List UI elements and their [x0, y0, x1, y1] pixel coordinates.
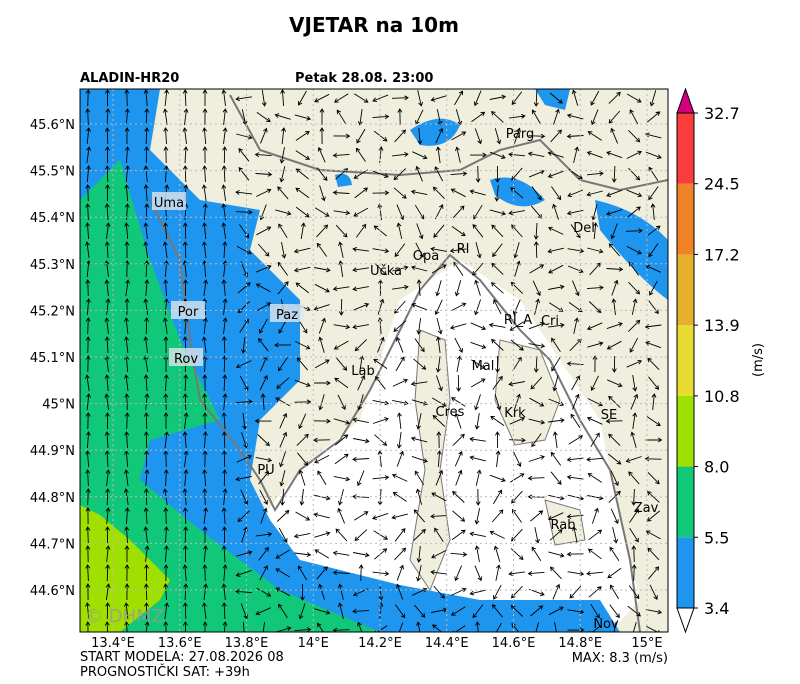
place-label: Uma — [154, 196, 184, 211]
under-triangle — [676, 607, 695, 634]
colorbar-label: 24.5 — [704, 175, 740, 194]
colorbar-label: 13.9 — [704, 316, 740, 335]
label-box — [171, 301, 205, 319]
model-name: ALADIN-HR20 — [80, 71, 179, 86]
forecast-hour: PROGNOSTIČKI SAT: +39h — [80, 664, 250, 680]
colorbar-unit: (m/s) — [751, 343, 766, 377]
colorbar-label: 3.4 — [704, 599, 729, 618]
colorbar-label: 17.2 — [704, 245, 740, 264]
place-label: Zav — [634, 501, 659, 516]
color-segment — [677, 395, 694, 467]
place-label: RI_A — [504, 313, 532, 328]
wind-band-blue — [80, 89, 620, 632]
place-label: Cres — [436, 405, 465, 420]
place-label: SE — [601, 408, 617, 423]
color-segment — [677, 113, 694, 184]
sea — [260, 260, 640, 632]
lat-label: 45.1°N — [30, 351, 75, 366]
place-label: Rov — [174, 352, 198, 367]
map-labels: 45.6°N 45.5°N 45.4°N 45.3°N 45.2°N 45.1°N 45°N… — [30, 118, 663, 651]
place-label: Por — [178, 305, 199, 320]
max-wind: MAX: 8.3 (m/s) — [572, 651, 668, 666]
lat-label: 45.5°N — [30, 165, 75, 180]
coastline — [149, 94, 668, 632]
lon-label: 13.4°E — [91, 636, 135, 651]
map-frame — [79, 88, 669, 633]
place-label: Nov — [593, 617, 619, 632]
over-triangle — [676, 87, 695, 114]
title: VJETAR na 10m — [289, 13, 459, 37]
color-segment — [677, 537, 694, 608]
lat-label: 44.7°N — [30, 537, 75, 552]
place-label: Mal — [472, 359, 495, 374]
place-label: Lab — [351, 364, 374, 379]
colorbar-label: 10.8 — [704, 387, 740, 406]
label-box — [152, 192, 186, 210]
color-segment — [677, 325, 694, 396]
arrow-field — [84, 89, 663, 632]
place-label: Parg — [506, 127, 535, 142]
place-label: Paz — [276, 308, 298, 323]
wind-band-green — [80, 160, 380, 632]
place-label: Cri — [541, 314, 559, 329]
watermark: © DHMZ — [85, 606, 164, 627]
lat-label: 44.6°N — [30, 584, 75, 599]
valid-time: Petak 28.08. 23:00 — [295, 71, 433, 86]
colorbar-frame — [676, 112, 695, 609]
lon-label: 14.4°E — [425, 636, 469, 651]
lon-label: 14.6°E — [492, 636, 536, 651]
label-box — [169, 348, 203, 366]
lat-label: 44.8°N — [30, 491, 75, 506]
place-label: Del — [573, 221, 595, 236]
graticule — [80, 89, 668, 632]
place-label: Rab — [551, 518, 576, 533]
lat-label: 44.9°N — [30, 444, 75, 459]
wind-arrows — [84, 89, 663, 632]
map: © DHMZ — [80, 89, 668, 632]
lat-label: 45.6°N — [30, 118, 75, 133]
place-label: Krk — [504, 406, 526, 421]
label-box — [270, 304, 304, 322]
place-label: RI — [457, 242, 470, 257]
lat-label: 45°N — [42, 398, 75, 413]
lon-label: 14°E — [298, 636, 329, 651]
lon-label: 13.6°E — [158, 636, 202, 651]
lon-label: 14.2°E — [358, 636, 402, 651]
place-label: Opa — [413, 249, 439, 264]
model-start: START MODELA: 27.08.2026 08 — [80, 650, 284, 665]
colorbar: 3.4 5.5 8.0 10.8 13.9 17.2 24.5 32.7 — [676, 87, 740, 634]
lon-label: 13.8°E — [225, 636, 269, 651]
lat-label: 45.2°N — [30, 304, 75, 319]
color-segment — [677, 466, 694, 538]
colorbar-label: 5.5 — [704, 528, 729, 547]
lon-label: 15°E — [631, 636, 662, 651]
color-segment — [677, 183, 694, 255]
lon-label: 14.8°E — [558, 636, 602, 651]
wind-band-yellow — [80, 505, 170, 632]
lat-label: 45.4°N — [30, 211, 75, 226]
colorbar-label: 8.0 — [704, 458, 729, 477]
colorbar-label: 32.7 — [704, 104, 740, 123]
lat-label: 45.3°N — [30, 258, 75, 273]
place-label: Učka — [370, 264, 402, 279]
color-segment — [677, 254, 694, 326]
place-label: PU — [257, 463, 274, 478]
island-cres — [409, 329, 451, 592]
